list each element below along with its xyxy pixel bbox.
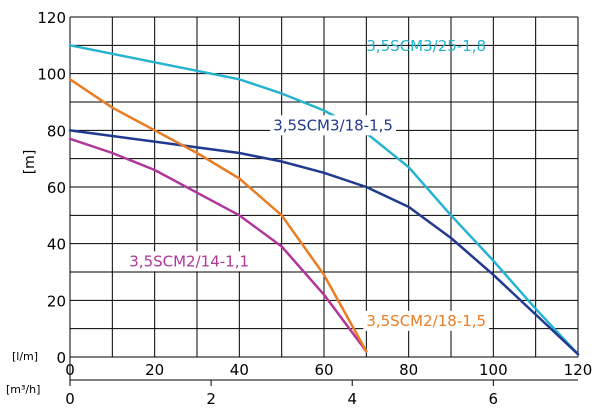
series-label-3: 3,5SCM2/14-1,1 [129,252,249,270]
x-axis-unit-primary: [l/m] [12,350,38,363]
y-tick-label: 0 [56,349,66,367]
series-label-bg [126,251,253,272]
tick-labels: 0 20 40 60 80 100 120 0 20 40 60 80 100 120 0 2 4 6 [37,9,592,408]
series-line-4 [68,78,368,353]
y-tick-label: 80 [47,122,66,140]
x-secondary-tick-label: 0 [65,390,75,408]
x-tick-label: 20 [145,361,164,379]
x-tick-label: 120 [564,361,593,379]
series-line-3 [68,137,368,353]
axes: [m] [l/m] [m³/h] [6,17,578,396]
series [68,44,580,356]
y-tick-label: 20 [47,292,66,310]
y-tick-label: 100 [37,66,66,84]
x-tick-label: 100 [479,361,508,379]
y-tick-label: 60 [47,179,66,197]
x-secondary-tick-label: 6 [489,390,499,408]
y-axis-label: [m] [22,150,38,175]
series-label-bg [363,310,490,331]
x-secondary-tick-label: 4 [347,390,357,408]
x-tick-label: 40 [230,361,249,379]
series-line-2 [68,129,580,356]
x-axis-unit-secondary: [m³/h] [6,383,40,396]
y-tick-label: 120 [37,9,66,27]
series-label-1: 3,5SCM3/25-1,8 [366,37,486,55]
y-tick-label: 40 [47,236,66,254]
series-line-1 [68,44,580,356]
grid [69,16,579,358]
x-tick-label: 60 [314,361,333,379]
x-tick-label: 80 [399,361,418,379]
x-tick-label: 0 [65,361,75,379]
series-labels: 3,5SCM3/25-1,8 3,5SCM3/18-1,5 3,5SCM2/14-1… [126,37,490,331]
series-label-bg [270,115,396,136]
x-secondary-tick-label: 2 [206,390,216,408]
series-label-2: 3,5SCM3/18-1,5 [273,116,393,134]
series-label-4: 3,5SCM2/18-1,5 [366,312,486,330]
